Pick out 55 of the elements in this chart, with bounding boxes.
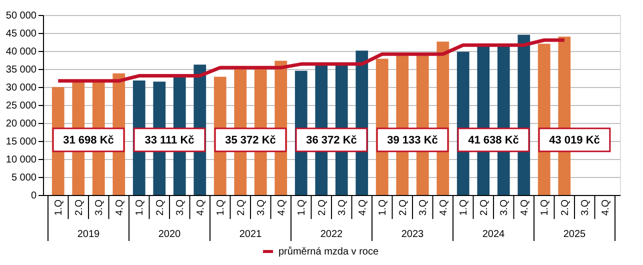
y-tick-label: 0: [30, 190, 37, 202]
x-tick-label: 3.Q: [499, 199, 510, 216]
x-tick-label: 2.Q: [398, 199, 409, 216]
annotation: 31 698 Kč: [63, 134, 114, 146]
y-tick-label: 45 000: [6, 28, 37, 40]
x-tick-label: 3.Q: [418, 199, 430, 216]
text: 2019: [77, 229, 100, 240]
text: 2025: [563, 229, 586, 240]
text: 2022: [320, 229, 344, 240]
x-tick-label: 4.Q: [519, 199, 530, 216]
x-tick-label: 1.Q: [54, 199, 65, 216]
y-tick-label: 25 000: [6, 100, 37, 112]
x-tick-label: 3.Q: [580, 199, 592, 216]
x-tick-label: 1.Q: [458, 199, 470, 216]
x-tick-label: 2.Q: [316, 199, 328, 216]
x-tick-label: 3.Q: [256, 199, 268, 216]
x-tick-label: 2.Q: [154, 199, 166, 216]
x-tick-label: 4.Q: [438, 199, 450, 216]
y-tick-label: 15 000: [6, 136, 37, 148]
y-tick-label: 20 000: [6, 118, 37, 130]
x-tick-label: 2.Q: [236, 199, 247, 216]
y-tick-label: 10 000: [6, 154, 37, 166]
x-tick-label: 4.Q: [357, 199, 368, 216]
x-tick-label: 4.Q: [600, 199, 612, 216]
line-series: [56, 38, 566, 83]
x-tick-label: 2.Q: [560, 199, 571, 216]
annotation: 36 372 Kč: [306, 134, 357, 146]
x-tick-label: 3.Q: [94, 199, 106, 216]
annotation: 41 638 Kč: [468, 134, 519, 146]
x-tick-label: 1.Q: [296, 199, 308, 216]
x-tick-label: 4.Q: [114, 199, 126, 216]
x-tick-label: 1.Q: [378, 199, 389, 216]
x-tick-label: 1.Q: [134, 199, 146, 216]
x-tick-label: 3.Q: [337, 199, 348, 216]
x-tick-label: 4.Q: [195, 199, 206, 216]
text: 2020: [158, 229, 182, 240]
text: 2021: [239, 229, 262, 240]
annotation: 43 019 Kč: [549, 134, 600, 146]
annotation: 39 133 Kč: [387, 134, 438, 146]
y-tick-label: 40 000: [6, 46, 37, 58]
x-tick-label: 1.Q: [540, 199, 551, 216]
x-tick-label: 3.Q: [175, 199, 186, 216]
y-tick-label: 30 000: [6, 82, 37, 94]
annotation: 33 111 Kč: [144, 134, 194, 146]
y-tick-label: 50 000: [6, 10, 37, 22]
y-tick-label: 5 000: [11, 172, 37, 184]
x-tick-label: 2.Q: [478, 199, 490, 216]
x-tick-label: 2.Q: [74, 199, 85, 216]
text: 2023: [401, 229, 424, 240]
x-tick-label: 1.Q: [216, 199, 227, 216]
y-tick-label: 35 000: [6, 64, 37, 76]
legend-label: průměrná mzda v roce: [278, 246, 379, 258]
text: 2024: [482, 229, 506, 240]
x-tick-label: 4.Q: [276, 199, 288, 216]
annotation: 35 372 Kč: [225, 134, 276, 146]
